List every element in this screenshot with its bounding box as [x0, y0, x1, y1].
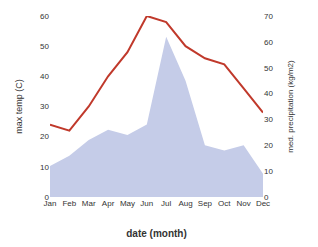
- svg-text:Jul: Jul: [161, 199, 171, 208]
- svg-text:50: 50: [264, 64, 273, 73]
- svg-text:Apr: Apr: [102, 199, 115, 208]
- svg-text:20: 20: [40, 132, 49, 141]
- svg-text:Dec: Dec: [256, 199, 270, 208]
- svg-text:70: 70: [264, 12, 273, 21]
- svg-text:Feb: Feb: [62, 199, 76, 208]
- svg-text:0: 0: [45, 193, 50, 202]
- svg-text:30: 30: [40, 102, 49, 111]
- svg-text:Jan: Jan: [44, 199, 57, 208]
- svg-text:40: 40: [40, 72, 49, 81]
- svg-text:60: 60: [264, 38, 273, 47]
- svg-text:10: 10: [40, 163, 49, 172]
- svg-text:max temp (C): max temp (C): [14, 79, 24, 134]
- svg-text:60: 60: [40, 12, 49, 21]
- svg-text:20: 20: [264, 141, 273, 150]
- svg-text:50: 50: [40, 42, 49, 51]
- svg-text:med. precipitation (kg/m2): med. precipitation (kg/m2): [286, 60, 295, 153]
- svg-text:Mar: Mar: [82, 199, 96, 208]
- svg-text:30: 30: [264, 115, 273, 124]
- svg-text:Oct: Oct: [218, 199, 231, 208]
- svg-text:Jun: Jun: [140, 199, 153, 208]
- svg-text:Sep: Sep: [198, 199, 213, 208]
- svg-text:May: May: [120, 199, 135, 208]
- svg-text:0: 0: [264, 193, 269, 202]
- svg-text:Nov: Nov: [237, 199, 251, 208]
- svg-text:date (month): date (month): [126, 228, 187, 239]
- svg-text:10: 10: [264, 167, 273, 176]
- svg-text:Aug: Aug: [178, 199, 192, 208]
- svg-text:40: 40: [264, 89, 273, 98]
